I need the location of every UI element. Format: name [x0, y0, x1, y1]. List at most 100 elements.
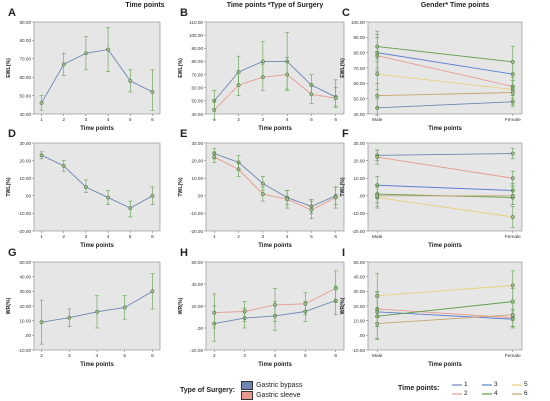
data-point	[128, 78, 133, 83]
y-tick-label: 70.00	[20, 57, 32, 62]
panel-g: G -10.00 .00 10.00 20.00 30.00 40.00 50.00 2 3 4 5 6…	[6, 247, 161, 368]
y-tick-label: 40.00	[20, 112, 32, 117]
panel-c: C 40.00 50.00 60.00 70.00 80.00 90.00 100.00 Mal…	[340, 7, 523, 132]
y-tick-label: 50.00	[354, 96, 366, 101]
x-tick-label: 4	[274, 353, 277, 359]
legend-label-tp5: 5	[524, 381, 528, 388]
data-point	[285, 72, 290, 77]
y-tick-label: 50.00	[192, 99, 204, 104]
y-tick-label: 60.00	[192, 86, 204, 91]
y-tick-label: 40.00	[354, 112, 366, 117]
data-point	[212, 155, 217, 160]
timepoints-legend-title: Time points:	[398, 385, 440, 392]
data-point	[83, 185, 88, 189]
x-tick-label: 4	[96, 353, 99, 359]
sleeve-swatch	[241, 391, 254, 400]
x-tick-label: 5	[123, 353, 126, 359]
surgery-legend: Type of Surgery: Gastric bypass Gastric …	[180, 381, 302, 400]
series-line	[214, 156, 336, 211]
y-tick-label: 20.00	[20, 158, 32, 163]
x-tick-label: Female	[505, 117, 521, 123]
legend-item-sleeve: Gastric sleeve	[241, 391, 302, 400]
series-line	[377, 197, 513, 218]
data-point	[150, 89, 155, 94]
y-tick-label: 30.00	[20, 141, 32, 146]
x-tick-label: 5	[304, 353, 307, 359]
series-line	[377, 314, 513, 325]
y-axis-label: TWL(%)	[340, 177, 346, 197]
data-point	[510, 283, 515, 288]
y-tick-label: 60.00	[354, 81, 366, 86]
x-tick-label: 3	[85, 117, 88, 123]
panel-letter: G	[8, 247, 17, 259]
y-tick-label: 110.00	[189, 20, 203, 25]
y-axis-label: EWL(%)	[340, 58, 346, 78]
y-tick-label: -20.00	[352, 229, 365, 234]
data-point	[67, 315, 72, 320]
y-tick-label: -10.00	[18, 348, 31, 353]
data-point	[260, 75, 265, 80]
x-tick-label: 6	[334, 234, 337, 240]
data-point	[375, 193, 380, 198]
series-line	[377, 311, 513, 320]
y-tick-label: 30.00	[192, 141, 204, 146]
data-point	[39, 101, 44, 105]
data-point	[510, 193, 515, 198]
x-tick-label: 2	[237, 234, 240, 240]
timepoints-legend-lines	[452, 384, 522, 395]
data-point	[375, 72, 380, 77]
x-axis-label: Time points	[428, 243, 462, 249]
series-line	[377, 55, 513, 87]
x-tick-label: 3	[243, 353, 246, 359]
y-tick-label: 20.00	[354, 304, 366, 309]
x-tick-label: 6	[334, 117, 337, 123]
y-axis-label: EWL(%)	[178, 58, 184, 78]
data-point	[510, 90, 515, 95]
data-point	[510, 151, 515, 156]
y-tick-label: -20.00	[18, 229, 31, 234]
legend-label-tp3: 3	[494, 381, 498, 388]
y-tick-label: 10.00	[20, 176, 32, 181]
panel-h: H -20.00 .00 20.00 40.00 60.00 2 3 4 5 6 Time point…	[178, 247, 345, 368]
data-point	[260, 59, 265, 64]
series-line	[377, 73, 513, 90]
y-tick-label: 20.00	[192, 158, 204, 163]
y-tick-label: -10.00	[190, 211, 203, 216]
data-point	[128, 206, 133, 211]
y-axis-label: WR(%)	[178, 297, 184, 314]
y-tick-label: .00	[197, 326, 204, 331]
y-tick-label: 60.00	[20, 75, 32, 80]
data-point	[333, 96, 338, 101]
y-tick-label: -20.00	[190, 348, 203, 353]
legend-label-tp1: 1	[464, 381, 468, 388]
y-tick-label: 80.00	[192, 59, 204, 64]
series-line	[377, 156, 513, 179]
x-axis-label: Time points	[258, 243, 292, 249]
x-tick-label: 3	[68, 353, 71, 359]
x-tick-label: 2	[40, 353, 43, 359]
y-tick-label: -20.00	[190, 229, 203, 234]
x-tick-label: 2	[62, 117, 65, 123]
timepoints-legend: Time points: 1 2 3 4 5 6	[398, 381, 548, 399]
x-tick-label: 2	[213, 353, 216, 359]
data-point	[106, 47, 111, 52]
y-tick-label: 30.00	[20, 289, 32, 294]
x-tick-label: Male	[372, 117, 383, 123]
x-axis-label: Time points	[80, 362, 114, 368]
data-point	[236, 83, 241, 88]
panel-letter: D	[8, 128, 16, 140]
y-axis-label: WR(%)	[6, 297, 12, 314]
plot-area	[367, 261, 523, 351]
y-tick-label: 20.00	[354, 158, 366, 163]
series-line	[377, 101, 513, 109]
panel-d: D -20.00 -10.00 .00 10.00 20.00 30.00 1 2 3 4 5 6 Tim…	[6, 128, 161, 249]
data-point	[39, 320, 44, 325]
y-axis-label: TWL(%)	[178, 177, 184, 197]
data-point	[106, 195, 111, 200]
y-tick-label: 70.00	[354, 66, 366, 71]
data-point	[260, 192, 265, 196]
plot-area	[33, 21, 161, 115]
x-tick-label: 1	[213, 234, 216, 240]
data-point	[212, 310, 217, 315]
